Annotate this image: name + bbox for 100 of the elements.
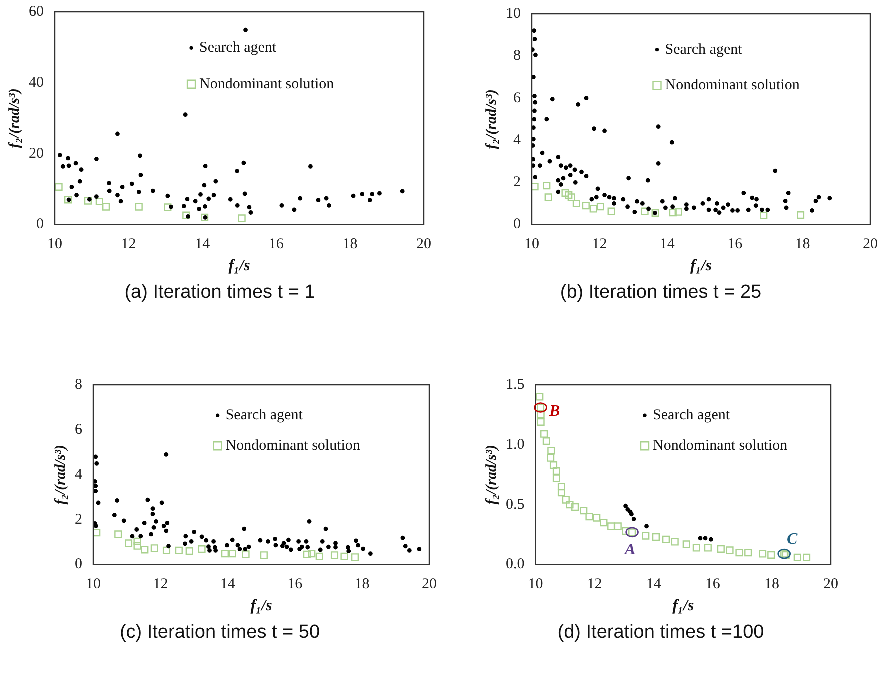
y-tick-label: 40 [29,74,44,91]
point [652,533,660,542]
point [644,524,649,529]
point [125,540,133,548]
point [726,546,734,554]
point [593,514,601,522]
point [221,550,229,558]
point [630,512,634,517]
x-tick-label: 20 [863,236,878,253]
point [543,182,551,190]
point [537,418,545,426]
y-tick-label: 4 [514,132,522,148]
y-tick-label: 2 [514,174,521,191]
y-tick-label: 20 [29,146,44,162]
y-axis-title: f₂/(rad/s³) [52,445,69,505]
x-tick-label: 14 [220,576,236,593]
x-tick-label: 18 [354,576,370,593]
point [736,549,744,557]
point [542,438,550,446]
point [642,532,650,540]
point [242,550,250,558]
point [708,537,714,542]
x-tick-label: 20 [416,236,432,253]
y-axis-title: f₂/(rad/s³) [484,90,500,150]
point [794,554,802,562]
point [565,192,573,200]
point [134,542,142,550]
x-axis-title: f₁/s [250,598,272,615]
y-tick-label: 2 [75,512,82,528]
x-tick-label: 20 [824,576,838,593]
point [600,519,608,527]
y-tick-label: 6 [75,422,83,438]
legend-label: Nondominant solution [665,78,800,94]
x-tick-label: 20 [422,576,437,593]
point [164,204,172,212]
x-axis-title: f₁/s [690,258,712,275]
legend-label: Search agent [200,40,278,56]
point [768,551,776,559]
point [614,522,622,530]
point [692,544,700,552]
point [94,529,101,537]
point [102,203,110,211]
point [550,462,558,470]
legend-label: Search agent [665,42,744,58]
x-tick-label: 16 [705,576,721,593]
point [198,546,206,554]
x-tick-label: 12 [592,236,608,253]
annotation: A [624,542,636,559]
point [260,552,268,560]
y-axis-title: f₂/(rad/s³) [6,88,23,148]
x-tick-label: 18 [795,236,810,253]
point [586,513,594,521]
x-tick-label: 18 [342,236,358,253]
point [671,538,679,546]
point [316,552,324,560]
point [308,550,316,558]
point [55,183,63,191]
point [608,522,616,530]
text: (c) Iteration times t = 50 [118,622,322,644]
y-tick-label: 1.5 [506,376,525,393]
point [340,552,348,560]
point [622,527,630,536]
point [590,205,598,213]
point [760,212,768,220]
point [547,454,555,462]
y-tick-label: 8 [75,376,82,393]
point [759,550,767,558]
point [84,197,92,205]
text: (b) Iteration times t = 25 [559,282,763,304]
x-tick-label: 16 [268,236,284,253]
legend-label: Nondominant solution [226,438,361,454]
x-tick-label: 14 [660,236,676,253]
point [141,546,149,554]
x-tick-label: 12 [153,576,168,593]
x-tick-label: 12 [121,236,136,253]
point [596,203,604,211]
point [682,540,690,548]
point [351,554,360,562]
legend-label: Nondominant solution [652,438,788,454]
y-tick-label: 10 [506,6,521,22]
x-tick-label: 10 [86,576,101,593]
x-axis-title: f₁/s [228,258,250,275]
point [703,536,708,541]
y-tick-label: 8 [514,48,521,64]
x-axis-title: f₁/s [672,598,694,615]
y-tick-label: 4 [75,466,83,483]
x-tick-label: 18 [764,576,780,593]
x-tick-label: 10 [528,576,544,593]
point [562,496,570,504]
point [228,550,236,558]
point [562,189,570,197]
point [796,212,805,220]
point [698,536,703,541]
point [548,447,556,455]
point [632,517,636,522]
point [641,208,649,216]
point [540,430,548,438]
x-tick-label: 12 [587,576,602,593]
point [744,549,752,557]
point [330,552,339,560]
